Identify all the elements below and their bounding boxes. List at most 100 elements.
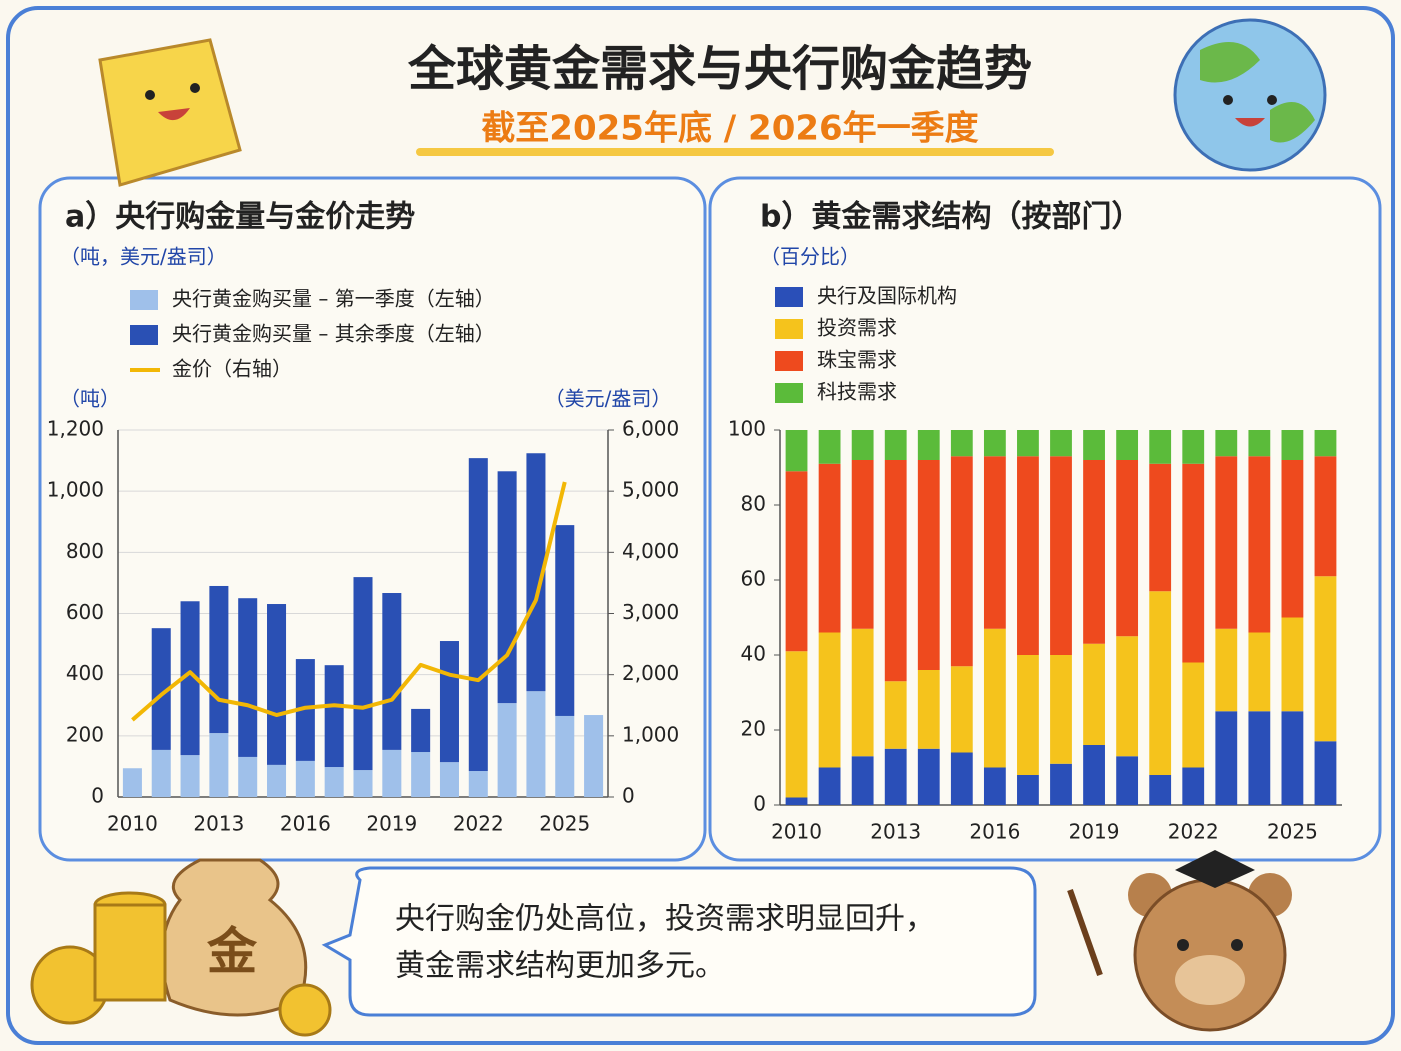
legend-swatch [775,351,803,371]
bar-segment [785,430,808,472]
bar-segment [353,577,373,771]
bar-segment [526,691,546,797]
bar-segment [785,651,808,798]
bar-segment [1215,628,1238,712]
bar-segment [411,752,431,797]
note-line: 黄金需求结构更加多元。 [395,949,725,984]
legend-label: 投资需求 [817,316,897,340]
legend-label: 珠宝需求 [817,348,897,372]
bar-segment [1050,456,1072,655]
bar-segment [818,463,841,633]
bar-segment [1017,655,1039,775]
bar-segment [1248,430,1271,457]
bar-segment [324,767,344,797]
bar-segment [950,456,973,667]
bar-segment [295,760,315,797]
bar-segment [1116,430,1139,460]
bar-segment [917,670,940,749]
x-tick-label: 2019 [366,812,417,836]
bar-segment [1083,745,1105,805]
bar-segment [950,430,973,457]
y-tick-label: 600 [66,600,104,624]
bar-segment [555,715,575,797]
y2-tick-label: 5,000 [622,478,679,502]
legend-label: 央行黄金购买量 – 其余季度（左轴） [172,322,495,346]
bar-segment [851,756,874,805]
price-line [131,481,567,722]
y2-tick-label: 0 [622,784,635,808]
bar-segment [267,604,287,765]
bar-segment [1149,430,1172,464]
note-line: 央行购金仍处高位，投资需求明显回升， [395,902,935,937]
y-tick-label: 100 [728,417,766,441]
bar-segment [497,703,517,797]
bar-segment [851,628,874,757]
x-tick-label: 2010 [771,820,822,844]
bar-segment [1182,767,1205,805]
bar-segment [1149,591,1172,775]
bar-segment [295,659,315,761]
page-title: 全球黄金需求与央行购金趋势 [407,41,1032,97]
x-tick-label: 2022 [453,812,504,836]
x-tick-label: 2013 [870,820,921,844]
x-tick-label: 2010 [107,812,158,836]
svg-text:金: 金 [207,923,258,981]
bar-segment [851,460,874,629]
x-tick-label: 2025 [1267,820,1318,844]
bar-segment [526,453,546,692]
chart-title: a）央行购金量与金价走势 [65,200,415,235]
bar-segment [785,471,808,652]
bar-segment [180,601,200,756]
bar-segment [1248,632,1271,712]
bar-segment [151,628,171,750]
bar-segment [983,430,1006,457]
y-tick-label: 1,000 [47,478,104,502]
bar-segment [884,681,907,749]
bar-segment [555,525,575,716]
legend-label: 央行黄金购买量 – 第一季度（左轴） [172,287,495,311]
x-tick-label: 2022 [1168,820,1219,844]
bar-segment [497,471,517,704]
y2-tick-label: 2,000 [622,661,679,685]
bar-segment [950,752,973,805]
bar-segment [983,628,1006,768]
bar-segment [468,458,488,772]
bar-segment [382,749,402,797]
bar-segment [1116,756,1139,805]
bar-segment [1281,460,1304,618]
bar-segment [884,748,907,805]
bar-segment [1215,430,1238,457]
bar-segment [785,797,808,805]
x-tick-label: 2016 [280,812,331,836]
bar-segment [1017,430,1039,457]
bar-segment [1248,456,1271,633]
bar-segment [1017,775,1039,805]
bar-segment [382,593,402,750]
legend-label: 科技需求 [817,380,897,404]
bar-segment [1050,430,1072,457]
panel-b [708,176,1382,862]
bar-segment [1314,430,1337,457]
bar-segment [983,767,1006,805]
bar-segment [1083,430,1105,460]
page-subtitle: 截至2025年底 / 2026年一季度 [481,109,978,149]
legend-swatch [130,290,158,310]
bar-segment [1314,576,1337,742]
y2-tick-label: 1,000 [622,722,679,746]
y-tick-label: 800 [66,539,104,563]
bar-segment [1281,430,1304,460]
bar-segment [1281,617,1304,712]
bar-segment [1215,456,1238,629]
bar-segment [1314,456,1337,577]
y2-axis-label: （美元/盎司） [545,387,672,411]
bar-segment [353,770,373,797]
legend-label: 金价（右轴） [172,357,292,381]
bar-segment [411,708,431,753]
x-tick-label: 2025 [539,812,590,836]
speech-bubble [321,866,1037,1017]
bar-segment [1050,655,1072,764]
bar-segment [238,756,258,797]
bar-segment [950,666,973,753]
